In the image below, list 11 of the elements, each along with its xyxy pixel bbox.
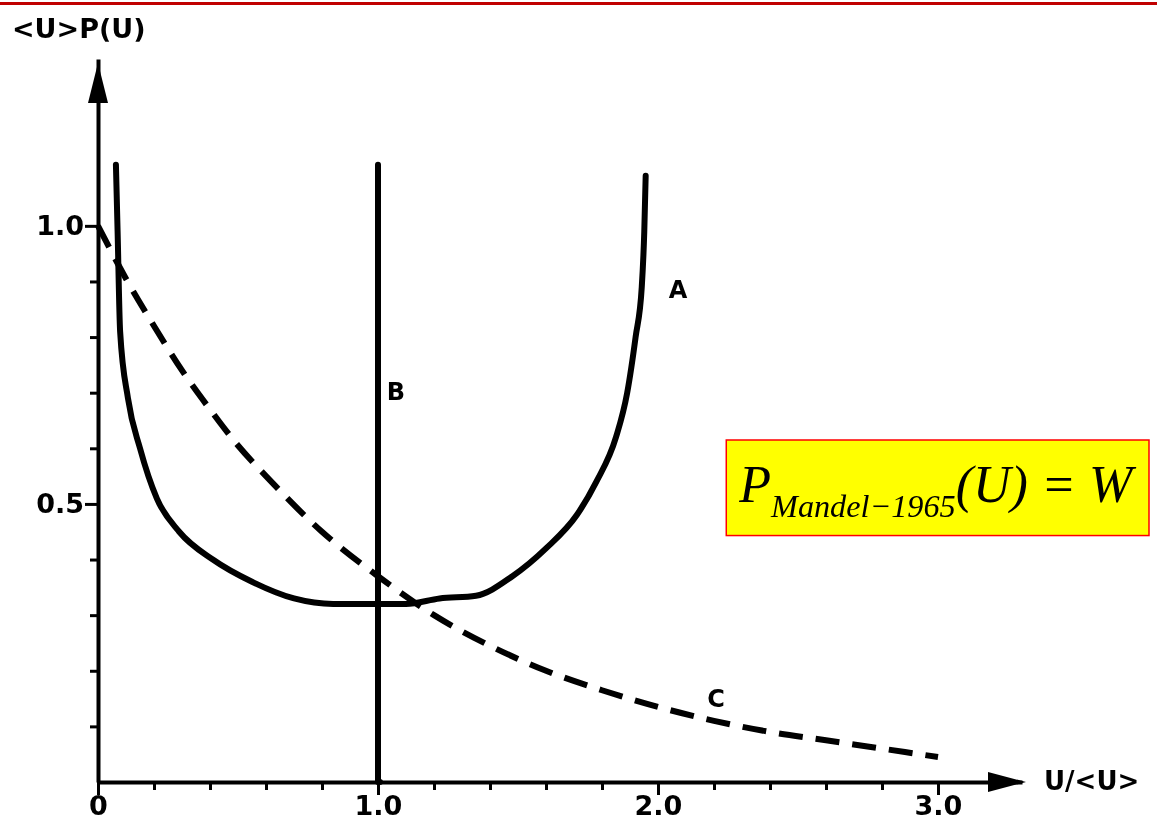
x-tick-label: 0 (89, 790, 108, 822)
y-tick-label: 0.5 (36, 488, 84, 520)
series-label: B (386, 378, 406, 406)
series-label: C (707, 685, 725, 713)
y-axis-title: <U>P(U) (12, 13, 146, 44)
series-label: A (668, 276, 688, 304)
x-tick-label: 2.0 (634, 790, 683, 822)
x-tick-label: 3.0 (914, 790, 963, 822)
x-axis-title: U/<U> (1044, 765, 1140, 796)
x-tick-label: 1.0 (354, 790, 403, 822)
annotation: P$_{Mandel−1965}$(U) = W (738, 456, 1137, 524)
